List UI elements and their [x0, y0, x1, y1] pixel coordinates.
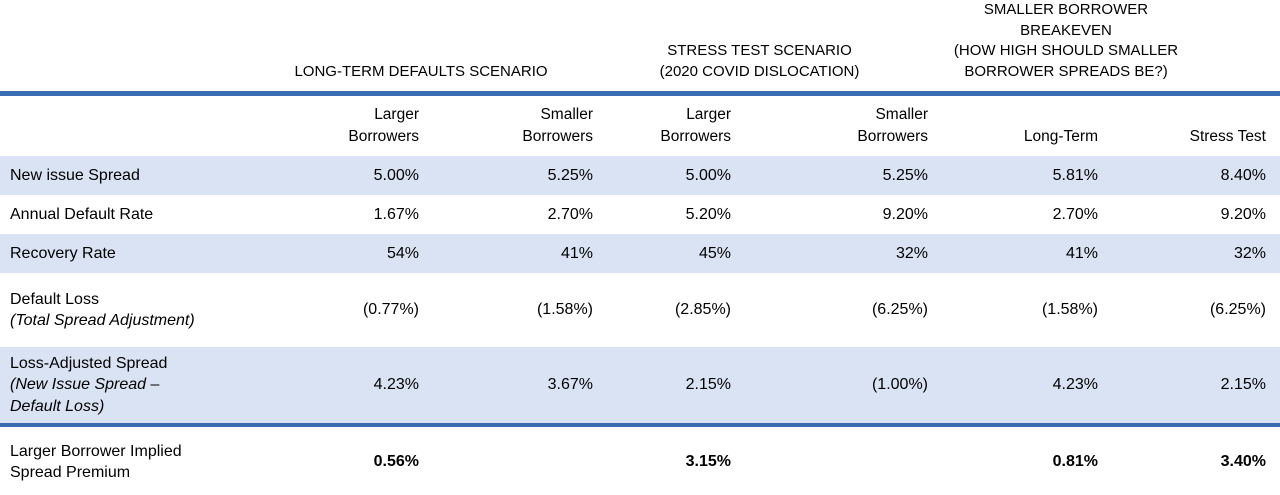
cell-value: (6.25%) — [871, 301, 928, 319]
subheader-spacer — [0, 93, 285, 156]
cell-value: 9.20% — [882, 205, 928, 223]
cell-value: (1.58%) — [1041, 301, 1098, 319]
row-label-text: Loss-Adjusted Spread — [10, 354, 168, 372]
cell-value: 5.20% — [685, 205, 731, 223]
row-implied-spread-premium: Larger Borrower Implied Spread Premium 0… — [0, 423, 1280, 495]
cell-value: 41% — [942, 234, 1112, 274]
cell-value — [745, 423, 942, 495]
cell-value: 32% — [1112, 234, 1280, 274]
cell-value: 2.70% — [547, 205, 593, 223]
cell-value: 2.15% — [1112, 347, 1280, 426]
cell-value: 5.25% — [433, 156, 607, 196]
cell-value: 0.81% — [942, 423, 1112, 495]
group-header-smaller-borrower-breakeven: SMALLER BORROWER BREAKEVEN (HOW HIGH SHO… — [942, 0, 1280, 96]
row-label-note: (Total Spread Adjustment) — [10, 312, 195, 330]
row-recovery-rate: Recovery Rate 54% 41% 45% 32% 41% 32% — [0, 234, 1280, 274]
row-label-note: (New Issue Spread – Default Loss) — [10, 376, 160, 416]
cell-value: (1.58%) — [536, 301, 593, 319]
row-new-issue-spread: New issue Spread 5.00% 5.25% 5.00% 5.25%… — [0, 156, 1280, 196]
row-label-text: Annual Default Rate — [10, 205, 154, 223]
cell-value: (1.00%) — [745, 347, 942, 426]
subheader-stress-test: Stress Test — [1189, 127, 1266, 145]
subheader-larger-borrowers-lt: Larger Borrowers — [348, 105, 419, 145]
group-header-row: LONG-TERM DEFAULTS SCENARIO STRESS TEST … — [0, 0, 1280, 96]
cell-value: 32% — [745, 234, 942, 274]
row-label: Recovery Rate — [0, 234, 285, 274]
cell-value: 3.67% — [433, 347, 607, 426]
cell-value: 1.67% — [373, 205, 419, 223]
cell-value: 41% — [433, 234, 607, 274]
subheader-smaller-borrowers-lt: Smaller Borrowers — [522, 105, 593, 145]
cell-value: 4.23% — [285, 347, 433, 426]
cell-value: 8.40% — [1112, 156, 1280, 196]
subheader-smaller-borrowers-st: Smaller Borrowers — [857, 105, 928, 145]
row-label: Larger Borrower Implied Spread Premium — [0, 423, 285, 495]
row-default-loss: Default Loss (Total Spread Adjustment) (… — [0, 273, 1280, 347]
cell-value: (2.85%) — [674, 301, 731, 319]
group-header-spacer — [0, 0, 285, 96]
row-label: New issue Spread — [0, 156, 285, 196]
subheader-larger-borrowers-st: Larger Borrowers — [660, 105, 731, 145]
cell-value: 5.00% — [285, 156, 433, 196]
cell-value — [433, 423, 607, 495]
cell-value: 5.00% — [607, 156, 745, 196]
row-loss-adjusted-spread: Loss-Adjusted Spread (New Issue Spread –… — [0, 347, 1280, 426]
cell-value: 3.40% — [1112, 423, 1280, 495]
cell-value: 2.70% — [1052, 205, 1098, 223]
cell-value: 5.81% — [942, 156, 1112, 196]
cell-value: 0.56% — [285, 423, 433, 495]
subheader-long-term: Long-Term — [1023, 127, 1098, 145]
row-label: Default Loss (Total Spread Adjustment) — [0, 273, 285, 347]
cell-value: 3.15% — [607, 423, 745, 495]
cell-value: 5.25% — [745, 156, 942, 196]
subheader-row: Larger Borrowers Smaller Borrowers Large… — [0, 93, 1280, 156]
cell-value: 54% — [285, 234, 433, 274]
cell-value: 2.15% — [607, 347, 745, 426]
group-header-long-term-defaults: LONG-TERM DEFAULTS SCENARIO — [285, 0, 607, 96]
row-label: Annual Default Rate — [0, 195, 285, 234]
cell-value: 9.20% — [1220, 205, 1266, 223]
cell-value: (0.77%) — [362, 301, 419, 319]
group-header-stress-test: STRESS TEST SCENARIO (2020 COVID DISLOCA… — [607, 0, 942, 96]
row-label: Loss-Adjusted Spread (New Issue Spread –… — [0, 347, 285, 426]
row-label-text: New issue Spread — [10, 166, 140, 184]
cell-value: (6.25%) — [1209, 301, 1266, 319]
row-annual-default-rate: Annual Default Rate 1.67% 2.70% 5.20% 9.… — [0, 195, 1280, 234]
row-label-text: Default Loss — [10, 290, 99, 308]
row-label-text: Recovery Rate — [10, 244, 116, 262]
cell-value: 45% — [607, 234, 745, 274]
cell-value: 4.23% — [942, 347, 1112, 426]
